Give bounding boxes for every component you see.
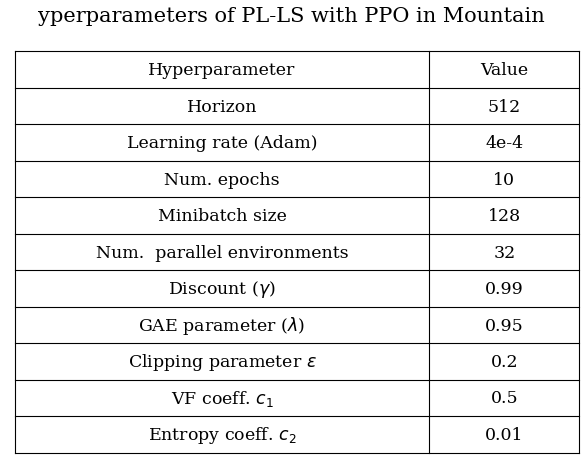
Text: 0.5: 0.5 [491,389,518,407]
Text: Value: Value [480,62,528,79]
Text: yperparameters of PL-LS with PPO in Mountain: yperparameters of PL-LS with PPO in Moun… [38,7,544,26]
Text: 0.2: 0.2 [491,353,518,370]
Text: Learning rate (Adam): Learning rate (Adam) [127,135,317,152]
Text: 4e-4: 4e-4 [485,135,523,152]
Text: 10: 10 [494,171,515,188]
Text: 512: 512 [488,98,521,116]
Text: 0.99: 0.99 [485,280,524,298]
Text: 0.01: 0.01 [485,426,524,443]
Text: Num. epochs: Num. epochs [164,171,280,188]
Text: Num.  parallel environments: Num. parallel environments [95,244,349,261]
Text: Horizon: Horizon [187,98,257,116]
Text: GAE parameter ($\lambda$): GAE parameter ($\lambda$) [139,314,306,336]
Text: Discount ($\gamma$): Discount ($\gamma$) [168,278,276,299]
Text: VF coeff. $c_1$: VF coeff. $c_1$ [171,388,274,408]
Text: Entropy coeff. $c_2$: Entropy coeff. $c_2$ [148,424,296,445]
Text: Clipping parameter $\epsilon$: Clipping parameter $\epsilon$ [127,351,317,372]
Text: Hyperparameter: Hyperparameter [148,62,296,79]
Text: 0.95: 0.95 [485,317,524,334]
Text: Minibatch size: Minibatch size [158,207,286,225]
Text: 128: 128 [488,207,521,225]
Text: 32: 32 [493,244,516,261]
